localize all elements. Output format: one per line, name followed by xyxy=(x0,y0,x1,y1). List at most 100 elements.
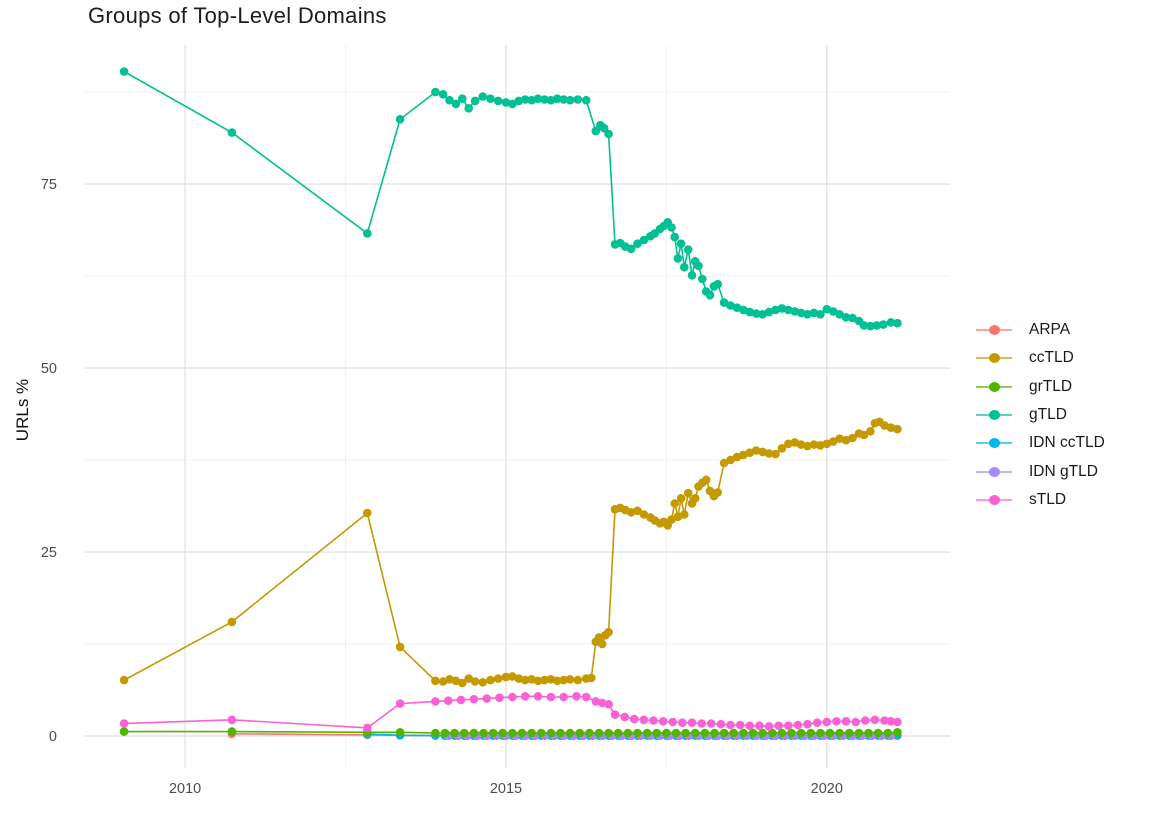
data-point xyxy=(806,728,816,738)
data-point xyxy=(478,678,488,687)
data-point xyxy=(604,129,613,139)
legend-label: ARPA xyxy=(1029,321,1071,339)
data-point xyxy=(841,313,851,322)
data-point xyxy=(587,673,596,683)
data-point xyxy=(119,67,129,76)
data-point xyxy=(667,223,676,232)
data-point xyxy=(594,728,604,738)
data-point xyxy=(536,728,546,738)
legend: ARPA ccTLD grTLD gTLD IDN ccTLD IDN gTLD sTLD xyxy=(976,316,1105,514)
y-tick-label: 25 xyxy=(41,545,57,561)
legend-item-grtld: grTLD xyxy=(976,373,1105,401)
data-point xyxy=(673,254,683,263)
data-point xyxy=(639,510,649,519)
data-point xyxy=(713,279,722,289)
data-point xyxy=(694,261,703,271)
data-point xyxy=(872,321,882,330)
data-point xyxy=(533,94,543,103)
data-point xyxy=(854,728,864,738)
data-point xyxy=(768,728,777,738)
data-point xyxy=(613,728,623,738)
legend-item-idn-gtld: IDN gTLD xyxy=(976,457,1105,485)
y-tick-label: 75 xyxy=(41,177,57,193)
data-point xyxy=(119,727,129,736)
data-point xyxy=(697,719,706,728)
data-point xyxy=(676,494,686,503)
data-point xyxy=(822,717,832,727)
data-point xyxy=(710,728,719,738)
data-point xyxy=(493,674,503,683)
data-point xyxy=(540,95,549,104)
data-point xyxy=(456,695,466,705)
data-point xyxy=(559,692,568,702)
data-point xyxy=(431,676,440,686)
data-point xyxy=(451,99,461,109)
data-point xyxy=(553,676,562,686)
data-point xyxy=(591,126,601,136)
data-point xyxy=(459,728,469,738)
data-point xyxy=(739,728,748,738)
data-point xyxy=(873,728,883,738)
data-point xyxy=(633,728,642,738)
data-point xyxy=(486,94,495,103)
data-point xyxy=(793,720,803,730)
legend-item-gtld: gTLD xyxy=(976,401,1105,429)
data-point xyxy=(501,98,511,107)
data-point xyxy=(861,716,870,725)
data-point xyxy=(713,488,722,497)
legend-key-icon xyxy=(976,324,1012,336)
data-point xyxy=(438,90,448,99)
data-point xyxy=(886,717,896,726)
data-point xyxy=(649,716,658,725)
data-point xyxy=(687,718,697,727)
data-point xyxy=(642,728,652,738)
data-point xyxy=(658,717,668,726)
data-point xyxy=(581,692,591,702)
legend-label: gTLD xyxy=(1029,406,1067,424)
data-point xyxy=(565,95,575,105)
data-point xyxy=(363,508,372,518)
legend-key-icon xyxy=(976,466,1012,478)
series-stld xyxy=(119,692,902,733)
data-point xyxy=(633,506,642,516)
chart-title: Groups of Top-Level Domains xyxy=(88,3,387,28)
data-point xyxy=(533,676,543,686)
data-point xyxy=(886,318,896,327)
series-grtld xyxy=(119,727,902,738)
data-point xyxy=(841,435,851,445)
data-point xyxy=(719,458,729,468)
data-point xyxy=(479,728,488,738)
data-point xyxy=(495,693,504,702)
data-point xyxy=(777,444,787,453)
data-point xyxy=(751,309,761,318)
data-point xyxy=(520,95,530,104)
data-point xyxy=(764,307,774,317)
data-point xyxy=(880,716,889,725)
data-point xyxy=(859,321,869,330)
data-point xyxy=(848,433,857,443)
data-point xyxy=(886,423,896,433)
data-point xyxy=(698,274,707,284)
data-point xyxy=(559,95,568,104)
x-tick-label: 2010 xyxy=(169,781,201,797)
data-point xyxy=(556,728,565,738)
data-point xyxy=(678,718,687,727)
data-point xyxy=(866,427,875,436)
data-point xyxy=(787,728,796,738)
legend-label: grTLD xyxy=(1029,377,1073,395)
legend-key-icon xyxy=(976,409,1012,421)
data-point xyxy=(488,728,498,738)
data-point xyxy=(700,728,710,738)
data-point xyxy=(755,721,764,730)
data-point xyxy=(719,298,729,307)
data-point xyxy=(626,244,636,254)
data-point xyxy=(870,715,880,725)
data-point xyxy=(431,728,440,738)
data-point xyxy=(893,717,902,727)
data-point xyxy=(527,728,536,738)
data-point xyxy=(227,617,237,627)
legend-item-cctld: ccTLD xyxy=(976,344,1105,372)
legend-item-arpa: ARPA xyxy=(976,316,1105,344)
data-point xyxy=(662,728,671,738)
